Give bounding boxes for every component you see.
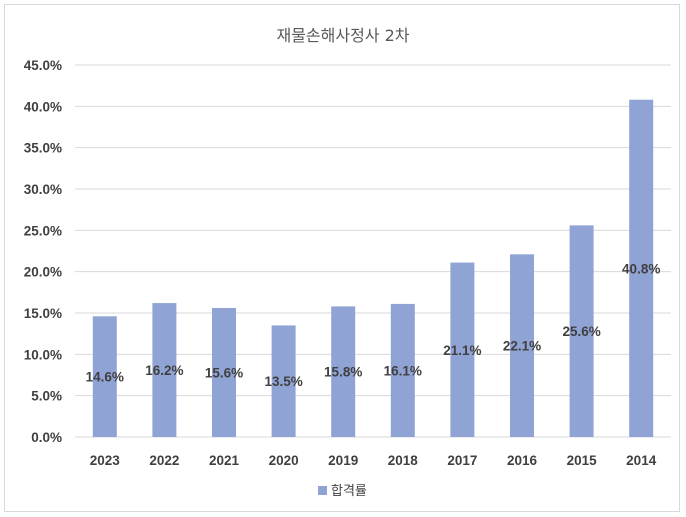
bar [271, 325, 296, 437]
x-tick-label: 2023 [90, 453, 121, 468]
data-label: 25.6% [562, 324, 600, 339]
data-labels: 14.6% 16.2% 15.6% 13.5% 15.8% 16.1% 21.1% 22.1%… [86, 261, 661, 389]
bar [510, 254, 534, 437]
y-tick-label: 20.0% [24, 265, 62, 280]
bar [331, 306, 356, 437]
y-axis-ticks: 0.0% 5.0% 10.0% 15.0% 20.0% 25.0% 30.0% 35.0% 40… [24, 58, 62, 445]
data-label: 22.1% [503, 339, 541, 354]
bar [92, 316, 117, 437]
bar-chart: 재물손해사정사 2차 0.0% 5.0% 10.0% 15.0% 20.0% 25.0% 3… [24, 26, 671, 499]
x-tick-label: 2015 [567, 453, 598, 468]
bar [629, 99, 654, 437]
y-tick-label: 30.0% [24, 182, 62, 197]
bar [152, 303, 177, 437]
y-tick-label: 5.0% [31, 389, 62, 404]
x-tick-label: 2018 [388, 453, 419, 468]
y-tick-label: 10.0% [24, 347, 62, 362]
y-tick-label: 45.0% [24, 58, 62, 73]
legend: 합격률 [318, 484, 367, 499]
legend-swatch [318, 486, 327, 495]
data-label: 21.1% [443, 343, 481, 358]
data-label: 13.5% [264, 374, 302, 389]
data-label: 14.6% [86, 370, 124, 385]
y-tick-label: 35.0% [24, 141, 62, 156]
data-label: 40.8% [622, 261, 660, 276]
bar [390, 303, 415, 437]
chart-title: 재물손해사정사 2차 [276, 26, 409, 45]
x-tick-label: 2017 [447, 453, 477, 468]
data-label: 15.6% [205, 366, 243, 381]
x-tick-label: 2021 [209, 453, 240, 468]
x-tick-label: 2016 [507, 453, 538, 468]
x-tick-label: 2020 [269, 453, 299, 468]
data-label: 16.1% [384, 363, 422, 378]
bar [450, 262, 475, 437]
y-tick-label: 25.0% [24, 223, 62, 238]
x-axis-ticks: 2023 2022 2021 2020 2019 2018 2017 2016 2015 2014 [90, 453, 657, 468]
y-tick-label: 15.0% [24, 306, 62, 321]
bar [212, 308, 236, 437]
data-label: 16.2% [145, 363, 183, 378]
x-tick-label: 2014 [626, 453, 657, 468]
chart-frame: 재물손해사정사 2차 0.0% 5.0% 10.0% 15.0% 20.0% 25.0% 3… [4, 4, 680, 512]
data-label: 15.8% [324, 365, 362, 380]
y-tick-label: 40.0% [24, 99, 62, 114]
legend-label: 합격률 [331, 484, 367, 499]
x-tick-label: 2019 [328, 453, 358, 468]
bars [92, 99, 654, 437]
x-tick-label: 2022 [149, 453, 179, 468]
y-tick-label: 0.0% [31, 430, 62, 445]
bar [569, 225, 594, 437]
